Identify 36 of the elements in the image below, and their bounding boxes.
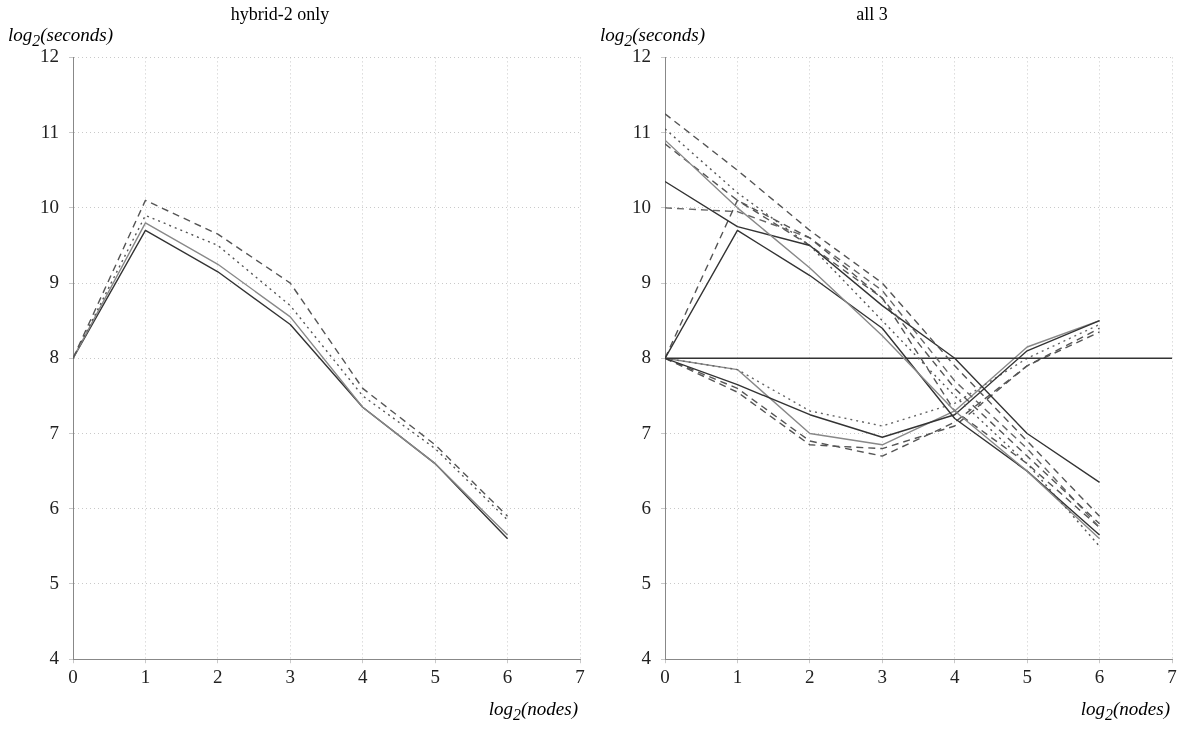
x-axis-title: log$_{2}$(nodes): [488, 698, 578, 724]
x-axis-title: log$_{2}$(nodes): [1080, 698, 1170, 724]
chart-title: all 3: [855, 4, 889, 25]
chart-title: hybrid-2 only: [229, 4, 331, 25]
x-tick-label: 7: [1167, 665, 1177, 687]
y-tick-label: 8: [49, 346, 59, 368]
y-tick-label: 7: [49, 421, 59, 443]
y-tick-label: 11: [632, 120, 651, 142]
x-tick-label: 7: [575, 665, 585, 687]
y-tick-label: 6: [641, 496, 651, 518]
x-tick-label: 4: [357, 665, 368, 687]
y-tick-label: 8: [641, 346, 651, 368]
x-tick-label: 2: [213, 665, 223, 687]
x-tick-label: 1: [732, 665, 743, 687]
x-tick-label: 2: [805, 665, 815, 687]
x-tick-label: 1: [140, 665, 151, 687]
y-tick-label: 6: [49, 496, 59, 518]
y-tick-label: 10: [40, 195, 59, 217]
y-tick-label: 9: [641, 271, 651, 293]
x-tick-label: 0: [660, 665, 670, 687]
y-tick-label: 4: [641, 647, 652, 669]
x-tick-label: 6: [1094, 665, 1105, 687]
x-tick-label: 6: [502, 665, 513, 687]
y-tick-label: 11: [40, 120, 59, 142]
x-tick-label: 4: [949, 665, 960, 687]
x-tick-label: 5: [430, 665, 440, 687]
y-tick-label: 4: [49, 647, 60, 669]
y-tick-label: 5: [49, 571, 59, 593]
y-tick-label: 5: [641, 571, 651, 593]
x-tick-label: 3: [285, 665, 296, 687]
x-tick-label: 0: [68, 665, 78, 687]
y-tick-label: 9: [49, 271, 59, 293]
x-tick-label: 5: [1022, 665, 1032, 687]
y-tick-label: 10: [632, 195, 651, 217]
y-tick-label: 7: [641, 421, 651, 443]
x-tick-label: 3: [877, 665, 888, 687]
